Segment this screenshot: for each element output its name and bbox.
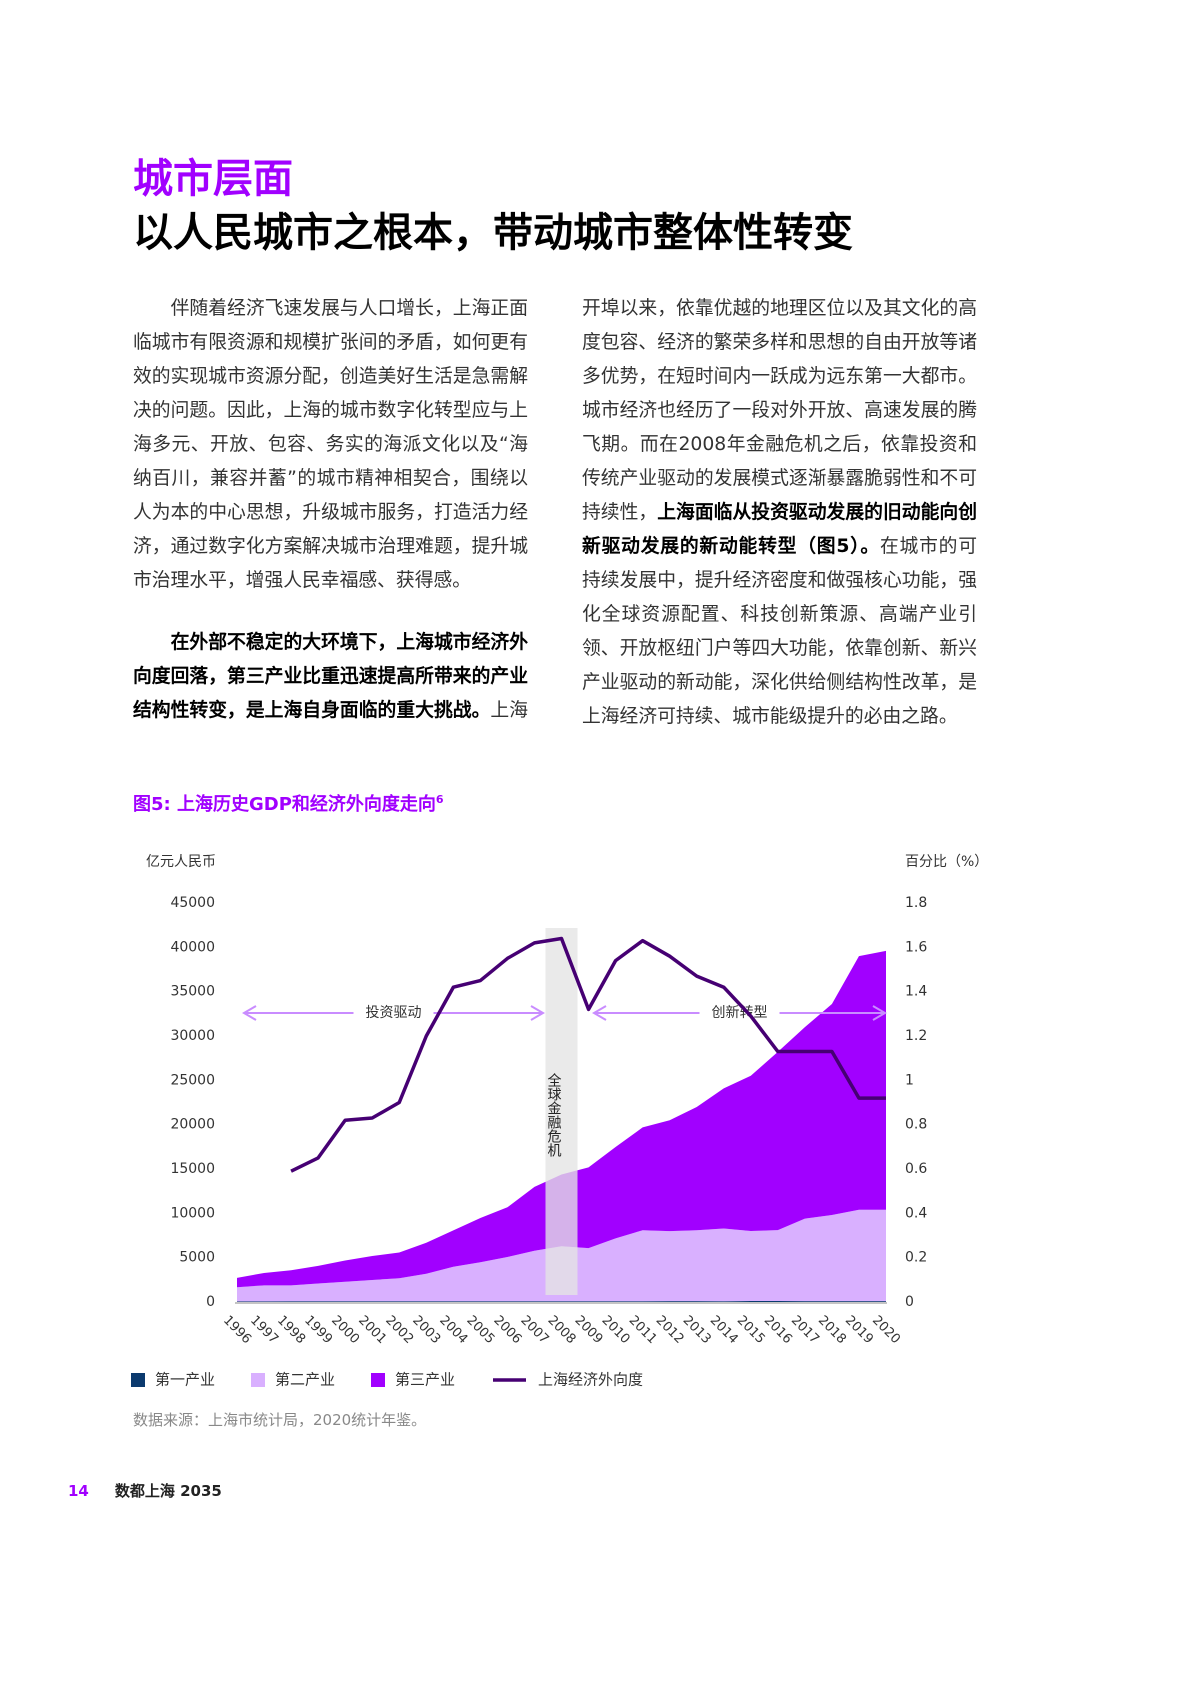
paragraph: 在外部不稳定的大环境下，上海城市经济外向度回落，第三产业比重迅速提高所带来的产业… bbox=[133, 292, 977, 736]
y-tick-label: 45000 bbox=[170, 895, 215, 911]
area bbox=[237, 950, 886, 1288]
label-bg bbox=[353, 1001, 434, 1025]
figure-caption: 图5: 上海历史GDP和经济外向度走向6 bbox=[133, 790, 444, 816]
y2-tick-label: 1.2 bbox=[905, 1028, 927, 1044]
text-run: 上海开埠以来，依靠优越的地理区位以及其文化的高度包容、经济的繁荣多样和思想的自由… bbox=[490, 298, 977, 721]
legend-label: 第一产业 bbox=[155, 1371, 215, 1389]
x-tick-label: 2019 bbox=[842, 1313, 876, 1347]
x-tick-label: 2003 bbox=[409, 1313, 443, 1347]
arrow-head bbox=[592, 1005, 607, 1021]
x-tick-label: 2012 bbox=[653, 1313, 687, 1347]
bold-text: 在外部不稳定的大环境下，上海城市经济外向度回落，第三产业比重迅速提高所带来的产业… bbox=[133, 632, 528, 721]
x-tick-label: 2016 bbox=[761, 1313, 795, 1347]
annotation-label: 投资驱动 bbox=[366, 1005, 422, 1021]
x-tick-label: 2011 bbox=[626, 1313, 660, 1347]
bold-text: 上海面临从投资驱动发展的旧动能向创新驱动发展的新动能转型（图5）。 bbox=[582, 502, 978, 557]
paragraph: 伴随着经济飞速发展与人口增长，上海正面临城市有限资源和规模扩张间的矛盾，如何更有… bbox=[133, 292, 528, 598]
y2-tick-label: 1.4 bbox=[905, 984, 927, 1000]
y-tick-label: 20000 bbox=[170, 1117, 215, 1133]
arrow-head bbox=[872, 1005, 887, 1021]
x-tick-label: 2000 bbox=[328, 1313, 362, 1347]
legend-label: 第二产业 bbox=[275, 1371, 335, 1389]
y-tick-label: 35000 bbox=[170, 984, 215, 1000]
area bbox=[237, 1301, 886, 1302]
legend-swatch bbox=[131, 1373, 145, 1387]
y2-tick-label: 0.4 bbox=[905, 1205, 927, 1221]
y-tick-label: 15000 bbox=[170, 1161, 215, 1177]
annotation-label: 创新转型 bbox=[712, 1005, 768, 1021]
y-tick-label: 30000 bbox=[170, 1028, 215, 1044]
legend-label: 上海经济外向度 bbox=[538, 1371, 643, 1389]
x-tick-label: 2004 bbox=[436, 1313, 470, 1347]
x-tick-label: 1997 bbox=[247, 1313, 281, 1347]
y2-tick-label: 1.8 bbox=[905, 895, 927, 911]
legend-swatch bbox=[371, 1373, 385, 1387]
page-number: 14 bbox=[68, 1482, 89, 1500]
x-tick-label: 2002 bbox=[382, 1313, 416, 1347]
footer: 14 数都上海 2035 bbox=[68, 1480, 222, 1501]
footnote-mark: 6 bbox=[435, 793, 444, 806]
x-tick-label: 2020 bbox=[869, 1313, 903, 1347]
y2-tick-label: 1.6 bbox=[905, 939, 927, 955]
y-tick-label: 5000 bbox=[179, 1250, 215, 1266]
y2-axis-label: 百分比（%） bbox=[905, 854, 988, 870]
y-tick-label: 0 bbox=[206, 1294, 215, 1310]
x-tick-label: 1998 bbox=[274, 1313, 308, 1347]
y2-tick-label: 0.8 bbox=[905, 1117, 927, 1133]
arrow-head bbox=[242, 1005, 257, 1021]
x-tick-label: 1999 bbox=[301, 1313, 335, 1347]
line bbox=[290, 936, 886, 1173]
x-tick-label: 2017 bbox=[788, 1313, 822, 1347]
x-tick-label: 2008 bbox=[544, 1313, 578, 1347]
x-tick-label: 2006 bbox=[490, 1313, 524, 1347]
x-tick-label: 2007 bbox=[517, 1313, 551, 1347]
y2-tick-label: 0 bbox=[905, 1294, 914, 1310]
x-tick-label: 2014 bbox=[707, 1313, 741, 1347]
y2-tick-label: 1 bbox=[905, 1072, 914, 1088]
text-run: 伴随着经济飞速发展与人口增长，上海正面临城市有限资源和规模扩张间的矛盾，如何更有… bbox=[133, 298, 528, 591]
caption-text: 图5: 上海历史GDP和经济外向度走向 bbox=[133, 794, 436, 815]
x-tick-label: 2013 bbox=[680, 1313, 714, 1347]
y-tick-label: 40000 bbox=[170, 939, 215, 955]
crisis-label: 全球金融危机 bbox=[546, 1072, 562, 1158]
x-tick-label: 1996 bbox=[220, 1313, 254, 1347]
legend-label: 第三产业 bbox=[395, 1371, 455, 1389]
legend-swatch bbox=[251, 1373, 265, 1387]
body-text: 伴随着经济飞速发展与人口增长，上海正面临城市有限资源和规模扩张间的矛盾，如何更有… bbox=[133, 292, 977, 736]
page-title: 以人民城市之根本，带动城市整体性转变 bbox=[133, 210, 853, 256]
crisis-band bbox=[545, 928, 578, 1295]
arrow-head bbox=[530, 1005, 545, 1021]
x-tick-label: 2015 bbox=[734, 1313, 768, 1347]
y2-tick-label: 0.2 bbox=[905, 1250, 927, 1266]
y-tick-label: 10000 bbox=[170, 1205, 215, 1221]
section-title: 城市层面 bbox=[133, 156, 293, 202]
y2-tick-label: 0.6 bbox=[905, 1161, 927, 1177]
y-axis-label: 亿元人民币 bbox=[146, 854, 216, 870]
x-tick-label: 2005 bbox=[463, 1313, 497, 1347]
y-tick-label: 25000 bbox=[170, 1072, 215, 1088]
source: 数据来源：上海市统计局，2020统计年鉴。 bbox=[133, 1411, 427, 1429]
x-tick-label: 2018 bbox=[815, 1313, 849, 1347]
publication: 数都上海 2035 bbox=[114, 1482, 222, 1500]
x-tick-label: 2010 bbox=[599, 1313, 633, 1347]
text-run: 在城市的可持续发展中，提升经济密度和做强核心功能，强化全球资源配置、科技创新策源… bbox=[582, 536, 977, 727]
x-tick-label: 2009 bbox=[572, 1313, 606, 1347]
x-tick-label: 2001 bbox=[355, 1313, 389, 1347]
